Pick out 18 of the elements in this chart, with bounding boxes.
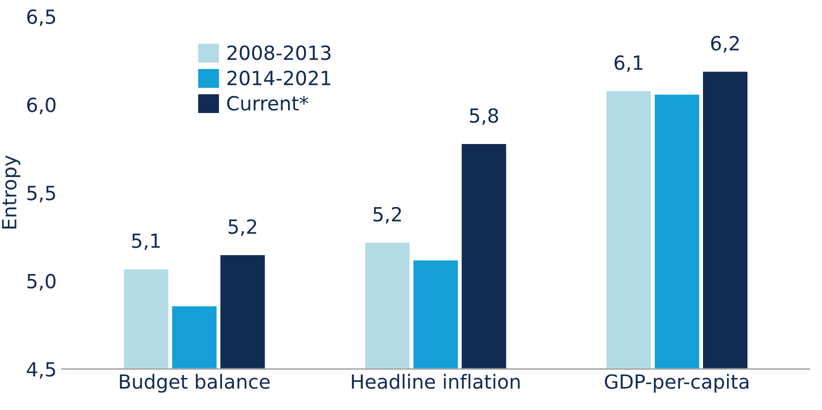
- legend-label: 2008-2013: [227, 45, 330, 60]
- y-tick-label: 6,5: [27, 9, 56, 26]
- legend-label: Current*: [227, 96, 308, 111]
- y-tick-label: 5,5: [27, 186, 56, 202]
- data-label: 5,2: [373, 206, 401, 224]
- y-axis-title: Entropy: [2, 156, 20, 229]
- y-tick-label: 4,5: [26, 362, 56, 379]
- y-tick-label: 6,0: [27, 98, 56, 114]
- y-tick-label: 5,0: [27, 274, 56, 290]
- data-label: 5,8: [470, 108, 498, 125]
- data-label: 5,1: [132, 234, 160, 250]
- x-tick-label: Headline inflation: [352, 374, 520, 389]
- data-label: 6,2: [711, 36, 739, 53]
- data-label: 6,1: [614, 55, 642, 72]
- data-label: 5,2: [228, 219, 256, 236]
- x-tick-label: Budget balance: [120, 374, 270, 393]
- legend-label: 2014-2021: [227, 70, 330, 86]
- x-tick-label: GDP-per-capita: [604, 374, 748, 393]
